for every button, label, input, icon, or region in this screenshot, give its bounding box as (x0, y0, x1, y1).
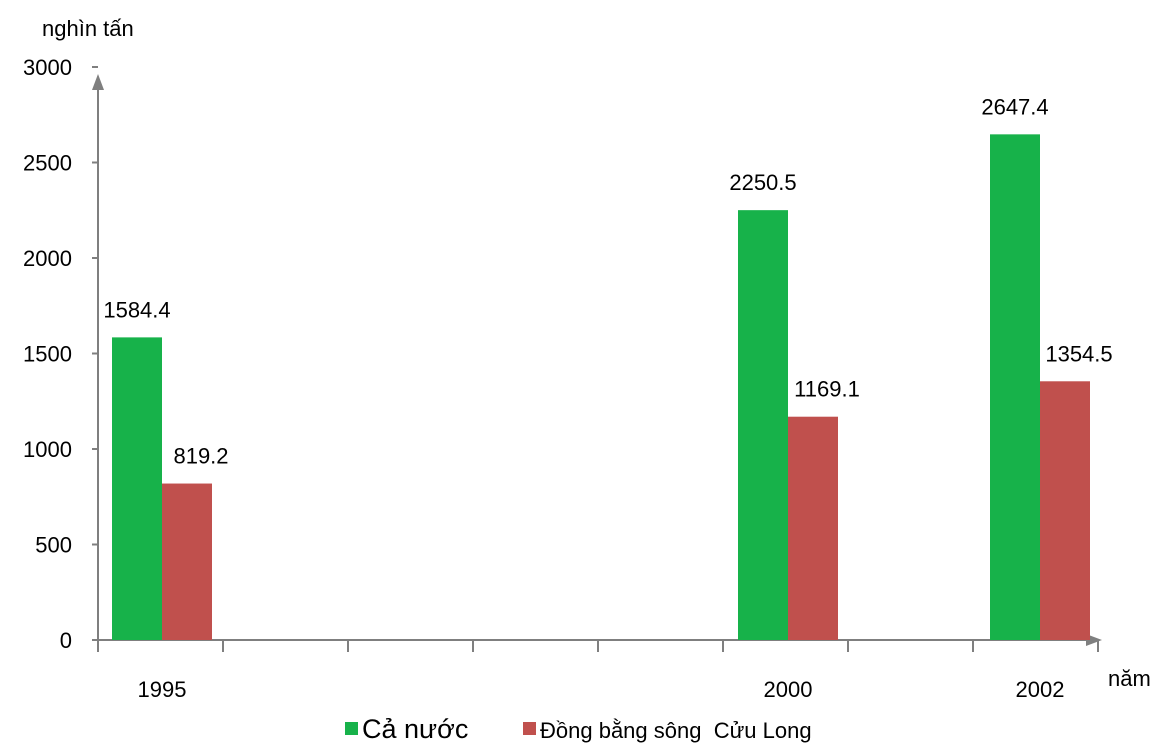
data-label: 819.2 (173, 444, 228, 469)
y-axis-arrow (92, 74, 104, 90)
y-axis-unit-label: nghìn tấn (42, 16, 134, 41)
data-label: 1169.1 (794, 377, 860, 402)
y-tick-label: 1000 (23, 437, 72, 462)
data-label: 2250.5 (729, 170, 796, 195)
y-tick-label: 500 (35, 533, 72, 558)
data-label: 2647.4 (981, 94, 1048, 119)
legend-item: Đồng bằng sông Cửu Long (523, 718, 812, 743)
data-label: 1584.4 (103, 297, 170, 322)
legend-swatch (345, 722, 358, 735)
legend: Cả nước Đồng bằng sông Cửu Long (345, 714, 812, 744)
legend-label: Đồng bằng sông Cửu Long (540, 718, 812, 743)
legend-item: Cả nước (345, 714, 468, 744)
x-axis-unit-label: năm (1108, 666, 1151, 691)
bar (738, 210, 788, 641)
bar (788, 416, 838, 640)
legend-label: Cả nước (362, 714, 468, 744)
x-tick-label: 2002 (1016, 677, 1065, 702)
data-label: 1354.5 (1045, 341, 1112, 366)
y-tick-label: 3000 (23, 55, 72, 80)
bar (1040, 381, 1090, 640)
bar (112, 337, 162, 640)
x-tick-label: 2000 (764, 677, 813, 702)
bar (990, 134, 1040, 640)
axes: 0 500 1000 1500 2000 2500 3000 1995 2000 2002 (23, 55, 1102, 702)
bars (112, 134, 1090, 641)
y-tick-label: 2500 (23, 151, 72, 176)
y-tick-label: 2000 (23, 246, 72, 271)
y-tick-label: 0 (60, 628, 72, 653)
x-tick-label: 1995 (138, 677, 187, 702)
bar (162, 483, 212, 640)
data-labels: 1584.4 2250.5 2647.4 819.2 1169.1 1354.5 (103, 94, 1112, 468)
y-tick-label: 1500 (23, 342, 72, 367)
legend-swatch (523, 722, 536, 735)
